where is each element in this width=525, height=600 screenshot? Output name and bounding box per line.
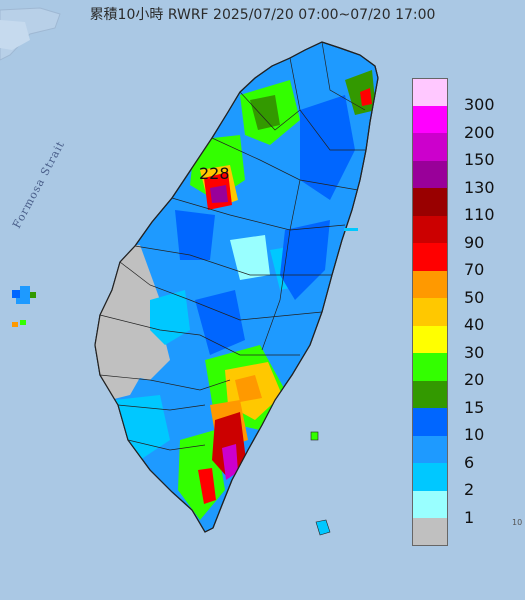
max-rainfall-value: 228 [199,164,230,183]
legend-row: 50 [412,270,508,307]
legend-swatch [412,160,448,188]
legend-label: 90 [464,232,485,252]
legend-row: 150 [412,133,508,169]
legend-row [412,518,508,546]
legend-row: 90 [412,215,508,252]
legend-row: 6 [412,435,508,472]
legend-swatch [412,380,448,408]
taiwan-island [94,41,379,533]
legend-swatch [412,133,448,161]
legend-swatch [412,518,448,546]
legend-label: 70 [464,260,485,279]
legend-label: 2 [464,480,475,499]
rain-area-2 [150,290,190,345]
legend-label: 200 [464,122,495,142]
legend-swatch [412,490,448,518]
green-island [310,431,319,441]
legend-swatch [412,188,448,216]
legend-row: 1 [412,490,508,527]
legend-row: 10 [412,408,508,444]
legend-row: 15 [412,380,508,417]
legend-label: 30 [464,342,485,362]
legend-row: 40 [412,298,508,334]
legend-row: 130 [412,160,508,197]
legend-swatch [412,463,448,491]
rain-area-10 [300,95,355,200]
legend-swatch [412,270,448,298]
edge-tick-label: 10 [512,518,523,527]
legend-swatch [412,105,448,133]
legend-label: 300 [464,95,495,114]
legend-row: 30 [412,325,508,362]
legend-label: 6 [464,452,475,472]
legend-swatch [412,215,448,243]
legend-swatch [412,353,448,381]
map-title: 累積10小時 RWRF 2025/07/20 07:00~07/20 17:00 [89,7,436,23]
penghu-islands [12,286,36,327]
legend-row: 70 [412,243,508,279]
legend-label: 110 [464,205,495,224]
legend-row: 2 [412,463,508,499]
legend-label: 150 [464,150,495,169]
legend-swatch [412,435,448,463]
legend-swatch [412,298,448,326]
legend-label: 15 [464,397,485,417]
legend-row: 300 [412,78,508,114]
legend-label: 130 [464,177,495,197]
legend-label: 1 [464,507,475,527]
legend-row: 20 [412,353,508,389]
legend-row: 200 [412,105,508,142]
legend-row: 110 [412,188,508,224]
legend-swatch [412,243,448,271]
rain-area-150 [222,444,238,480]
legend-swatch [412,408,448,436]
orchid-island [315,519,331,536]
legend-label: 10 [464,425,485,444]
color-legend: 300 200 150 130 110 90 70 50 40 30 20 15 10 6 2 1 [412,78,508,546]
rain-area-90 [212,412,246,478]
legend-label: 20 [464,370,485,389]
legend-swatch [412,325,448,353]
legend-swatch [412,78,448,106]
legend-label: 50 [464,287,485,307]
legend-label: 40 [464,315,485,334]
